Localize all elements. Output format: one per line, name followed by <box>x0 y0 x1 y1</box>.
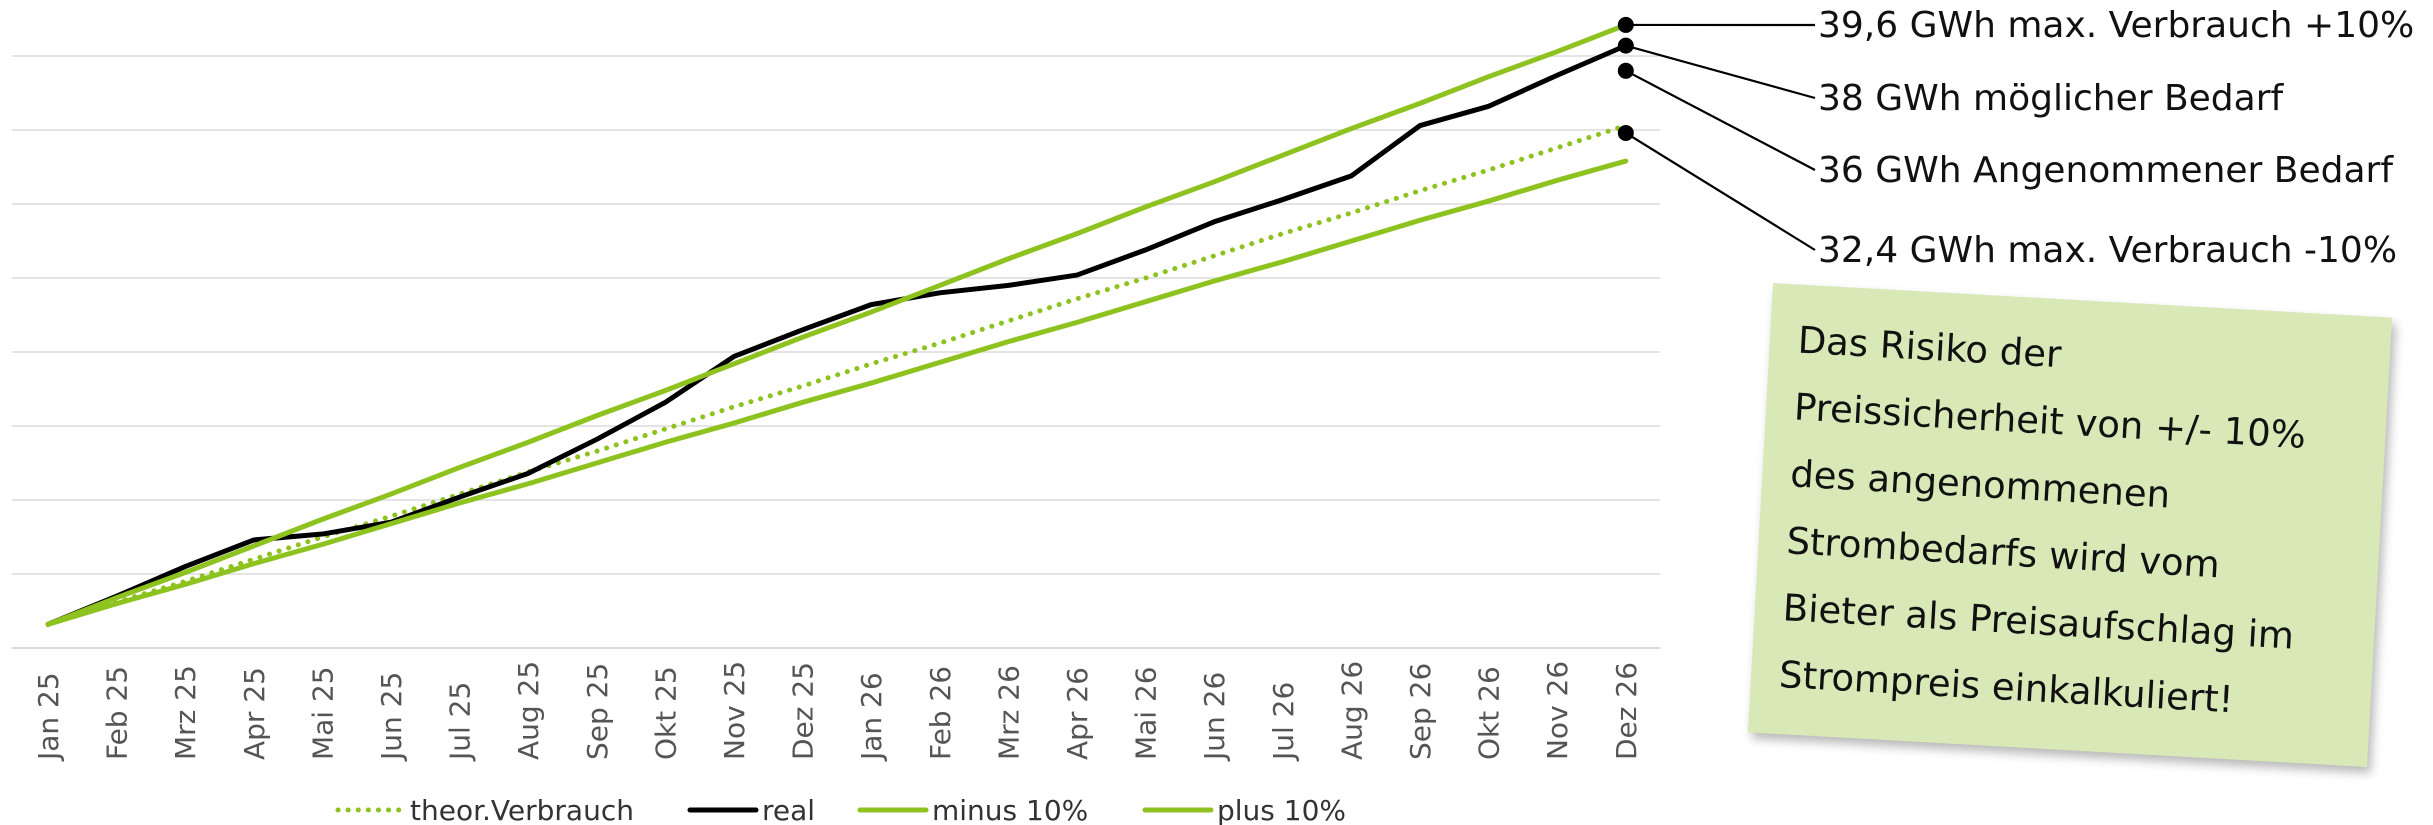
risk-note: Das Risiko der Preissicherheit von +/- 1… <box>1747 283 2393 767</box>
x-tick-label: Jun 25 <box>375 672 408 762</box>
legend-label: plus 10% <box>1217 794 1346 825</box>
callout-leader <box>1625 69 1816 171</box>
callout-label: 38 GWh möglicher Bedarf <box>1818 78 2285 119</box>
x-tick-label: Mai 25 <box>306 666 339 760</box>
x-tick-label: Jul 25 <box>444 682 477 762</box>
x-tick-label: Aug 26 <box>1335 661 1368 760</box>
legend-label: minus 10% <box>932 794 1088 825</box>
x-tick-label: Mai 26 <box>1130 666 1163 760</box>
x-tick-label: Jan 26 <box>855 672 888 762</box>
series-line-plus-10- <box>45 22 1629 627</box>
series-line-real <box>45 43 1629 627</box>
x-tick-label: Apr 26 <box>1061 667 1094 760</box>
callout-label: 32,4 GWh max. Verbrauch -10% <box>1818 230 2397 271</box>
x-tick-label: Nov 26 <box>1541 661 1574 760</box>
x-tick-label: Apr 25 <box>238 667 271 760</box>
callout-dot <box>1617 124 1634 141</box>
series-lines <box>45 22 1629 627</box>
x-tick-label: Aug 25 <box>512 661 545 760</box>
callout-label: 39,6 GWh max. Verbrauch +10% <box>1818 5 2414 46</box>
x-tick-label: Okt 26 <box>1473 666 1506 760</box>
legend: theor.Verbrauch real minus 10% plus 10% <box>335 794 1346 825</box>
series-line-theor-verbrauch <box>45 123 1629 627</box>
x-tick-label: Jul 26 <box>1267 682 1300 762</box>
x-tick-label: Mrz 25 <box>169 665 202 760</box>
x-tick-label: Feb 25 <box>101 666 134 760</box>
x-axis-tick-labels: Jan 25 Feb 25 Mrz 25 Apr 25 Mai 25 Jun 25 Jul … <box>32 661 1643 762</box>
callout-dot <box>1617 62 1634 79</box>
callout-annotations: 39,6 GWh max. Verbrauch +10% 38 GWh mögli… <box>1617 5 2414 271</box>
x-tick-label: Dez 26 <box>1610 662 1643 760</box>
x-tick-label: Nov 25 <box>718 661 751 760</box>
x-tick-label: Sep 26 <box>1404 663 1437 760</box>
legend-label: theor.Verbrauch <box>410 794 634 825</box>
x-tick-label: Sep 25 <box>581 663 614 760</box>
gridlines <box>12 55 1660 649</box>
x-tick-label: Feb 26 <box>924 666 957 760</box>
x-tick-label: Jan 25 <box>32 672 65 762</box>
x-tick-label: Okt 25 <box>649 666 682 760</box>
callout-dot <box>1617 16 1634 33</box>
callout-leader <box>1625 132 1816 251</box>
callout-leader <box>1625 44 1816 100</box>
series-line-minus-10- <box>45 158 1629 627</box>
legend-label: real <box>762 794 815 825</box>
x-tick-label: Jun 26 <box>1198 672 1231 762</box>
x-tick-label: Dez 25 <box>787 662 820 760</box>
x-tick-label: Mrz 26 <box>992 665 1025 760</box>
callout-label: 36 GWh Angenommener Bedarf <box>1818 150 2394 191</box>
callout-dot <box>1617 37 1634 54</box>
